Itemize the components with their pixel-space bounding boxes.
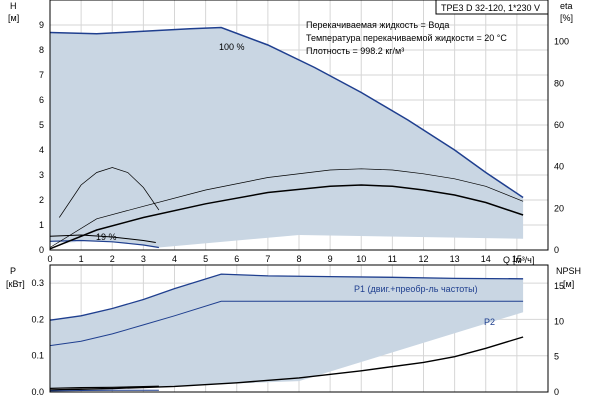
curve-efficiency-small-hump	[59, 167, 160, 218]
q-tick-label: 7	[265, 254, 270, 264]
eta-tick-label: 60	[554, 120, 564, 130]
q-tick-label: 6	[234, 254, 239, 264]
bottom-tick-labels: 0.0 0.1 0.2 0.3 0 5 10 15	[31, 278, 564, 397]
curve-p2-19-percent	[49, 389, 159, 392]
h-tick-label: 6	[39, 95, 44, 105]
npsh-axis-unit: [м]	[563, 279, 574, 289]
q-tick-label: 10	[356, 254, 366, 264]
q-tick-label: 3	[141, 254, 146, 264]
q-axis-label: Q	[503, 255, 510, 265]
curve-p1-19-percent	[49, 385, 159, 389]
h-tick-label: 2	[39, 195, 44, 205]
q-tick-label: 11	[388, 254, 397, 264]
h-axis-label: H	[10, 1, 17, 11]
p-tick-label: 0.3	[31, 278, 44, 288]
eta-axis-label: eta	[560, 1, 573, 11]
title-box	[435, 0, 549, 15]
bottom-series-group	[49, 273, 524, 392]
eta-axis-unit: [%]	[560, 13, 573, 23]
curve-efficiency-upper	[49, 168, 524, 248]
curve-p1	[49, 273, 524, 321]
q-tick-label: 1	[79, 254, 84, 264]
bottom-plot-frame	[49, 264, 549, 393]
p-tick-label: 0.1	[31, 351, 44, 361]
top-operating-region	[50, 27, 524, 248]
q-tick-label: 8	[296, 254, 301, 264]
info-line-temperature: Температура перекачиваемой жидкости = 20…	[306, 33, 507, 43]
h-tick-label: 1	[39, 220, 44, 230]
top-tick-labels: 0 1 2 3 4 5 6 7 8 9 10 11 12 13 14 15012345678902040608…	[39, 20, 569, 264]
q-axis-unit: [м³/ч]	[513, 255, 534, 265]
h-axis-unit: [м]	[8, 13, 19, 23]
p-tick-label: 0.2	[31, 314, 44, 324]
q-tick-label: 12	[418, 254, 428, 264]
npsh-tick-label: 10	[554, 316, 564, 326]
q-tick-label: 2	[110, 254, 115, 264]
bottom-operating-region	[50, 274, 524, 389]
p-tick-label: 0.0	[31, 387, 44, 397]
top-plot-frame	[49, 0, 549, 251]
eta-tick-label: 100	[554, 37, 569, 47]
npsh-axis-label: NPSH	[556, 266, 581, 276]
h-tick-label: 3	[39, 170, 44, 180]
q-tick-label: 14	[481, 254, 491, 264]
info-line-density: Плотность = 998.2 кг/м³	[306, 46, 404, 56]
curve-efficiency-lower	[49, 184, 524, 250]
curve-npsh	[49, 336, 524, 391]
h-tick-label: 4	[39, 145, 44, 155]
legend-p1: P1 (двиг.+преобр-ль частоты)	[354, 284, 478, 294]
chart-title: TPE3 D 32-120, 1*230 V	[441, 3, 540, 13]
h-tick-label: 8	[39, 45, 44, 55]
eta-tick-label: 80	[554, 78, 564, 88]
q-tick-label: 13	[450, 254, 460, 264]
eta-tick-label: 40	[554, 162, 564, 172]
curve-19-percent-efficiency	[49, 234, 156, 243]
p-axis-label: P	[10, 266, 16, 276]
q-tick-label: 15	[512, 254, 522, 264]
eta-tick-label: 20	[554, 203, 564, 213]
curve-p2	[49, 300, 524, 347]
h-tick-label: 0	[39, 245, 44, 255]
npsh-tick-label: 0	[554, 387, 559, 397]
label-100-percent: 100 %	[219, 42, 245, 52]
top-series-group	[49, 26, 524, 250]
npsh-tick-label: 5	[554, 352, 559, 362]
q-tick-label: 0	[47, 254, 52, 264]
eta-tick-label: 0	[554, 245, 559, 255]
q-tick-label: 9	[328, 254, 333, 264]
legend-p2: P2	[484, 317, 495, 327]
q-tick-label: 5	[203, 254, 208, 264]
h-tick-label: 5	[39, 120, 44, 130]
label-19-percent: 19 %	[96, 232, 117, 242]
q-tick-label: 4	[172, 254, 177, 264]
info-line-fluid: Перекачиваемая жидкость = Вода	[306, 20, 449, 30]
curve-100-percent	[49, 26, 524, 199]
npsh-tick-label: 15	[554, 281, 564, 291]
h-tick-label: 7	[39, 70, 44, 80]
p-axis-unit: [кВт]	[6, 279, 25, 289]
h-tick-label: 9	[39, 20, 44, 30]
